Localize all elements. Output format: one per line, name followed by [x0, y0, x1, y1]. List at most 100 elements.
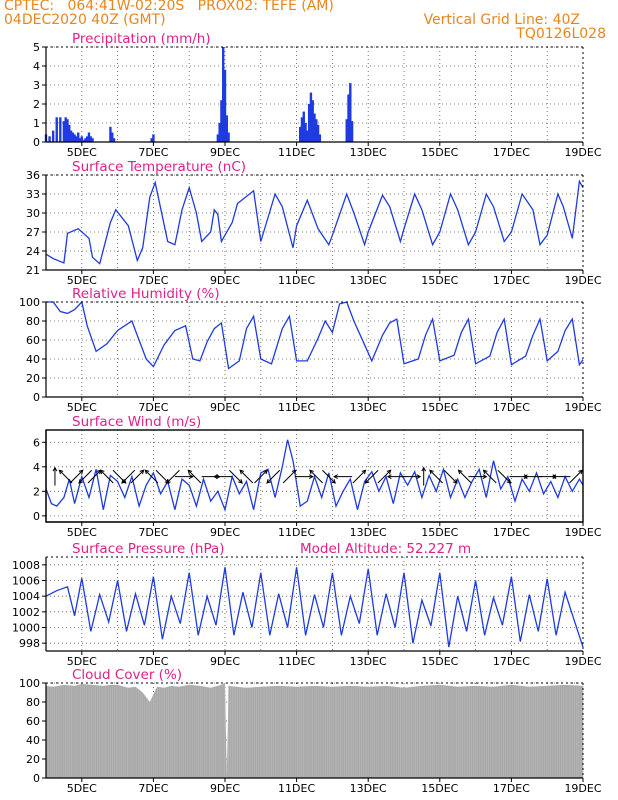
y-tick-label: 30	[26, 207, 40, 220]
x-tick-label: 9DEC	[210, 526, 240, 539]
wind-arrow-head	[239, 469, 245, 475]
precip-bar	[311, 100, 314, 142]
x-tick-label: 17DEC	[493, 526, 530, 539]
y-tick-label: 80	[26, 696, 40, 709]
precip-bar	[227, 132, 230, 142]
y-tick-label: 21	[26, 264, 40, 277]
wind-arrow-head	[457, 469, 463, 475]
precip-bar	[82, 140, 85, 142]
wind-arrow-head	[416, 474, 422, 479]
x-tick-label: 15DEC	[421, 655, 458, 668]
wind-arrow-shaft	[144, 469, 159, 484]
wind-title: Surface Wind (m/s)	[72, 414, 201, 430]
wind-arrow-head	[263, 469, 268, 475]
y-tick-label: 1004	[12, 590, 40, 603]
wind-direction-arrow	[99, 469, 114, 484]
precip-bar	[62, 121, 66, 142]
wind-arrow-shaft	[166, 469, 180, 484]
x-tick-label: 17DEC	[493, 274, 530, 287]
x-tick-label: 7DEC	[138, 655, 168, 668]
wind-direction-arrow	[213, 474, 233, 479]
precip-bar	[64, 117, 67, 142]
x-tick-label: 7DEC	[138, 526, 168, 539]
precip-bar	[73, 134, 76, 142]
wind-arrow-head	[522, 474, 528, 479]
y-tick-label: 0	[33, 391, 40, 404]
precip-bar	[109, 126, 112, 142]
wind-direction-arrow	[352, 469, 367, 484]
wind-direction-arrow	[130, 469, 145, 484]
precip-bar	[298, 126, 302, 142]
x-tick-label: 11DEC	[278, 655, 315, 668]
wind-direction-arrow	[457, 469, 472, 484]
y-tick-label: 3	[33, 79, 40, 92]
y-tick-label: 1008	[12, 559, 40, 572]
wind-arrow-shaft	[429, 469, 443, 484]
wind-direction-arrow	[282, 469, 297, 484]
precip-bar	[222, 47, 225, 142]
precip-bar	[48, 136, 51, 142]
x-tick-label: 5DEC	[67, 146, 97, 159]
wind-direction-arrow	[421, 466, 427, 486]
humidity-panel: Relative Humidity (%) 5DEC 7DEC 9DEC 11DEC 13…	[19, 286, 602, 414]
wind-arrow-head	[331, 478, 336, 484]
x-tick-label: 9DEC	[210, 274, 240, 287]
wind-direction-arrow	[294, 474, 314, 479]
precip-bar	[69, 130, 73, 142]
wind-arrow-head	[58, 469, 64, 475]
wind-arrow-shaft	[87, 469, 102, 484]
y-tick-label: 1002	[12, 606, 40, 619]
wind-arrow-head	[386, 469, 392, 475]
x-tick-label: 11DEC	[278, 274, 315, 287]
wind-arrow-shaft	[309, 469, 324, 484]
x-tick-label: 13DEC	[350, 274, 387, 287]
wind-arrow-shaft	[58, 469, 73, 484]
wind-arrow-shaft	[365, 469, 379, 484]
wind-arrow-shaft	[483, 469, 497, 484]
wind-arrow-head	[506, 478, 512, 484]
y-tick-label: 100	[19, 296, 40, 309]
wind-direction-arrow	[69, 469, 84, 484]
x-tick-label: 11DEC	[278, 782, 315, 795]
precip-bar	[316, 124, 320, 142]
model-code: TQ0126L028	[516, 26, 606, 42]
x-tick-label: 19DEC	[564, 401, 601, 414]
y-tick-label: 998	[19, 637, 40, 650]
model-altitude-label: Model Altitude: 52.227 m	[300, 541, 471, 557]
wind-direction-arrow	[309, 469, 324, 484]
wind-arrow-shaft	[239, 469, 254, 484]
pressure-series-line	[45, 567, 584, 648]
wind-series-line	[45, 439, 584, 512]
wind-direction-arrow	[497, 469, 512, 484]
wind-arrow-head	[189, 474, 194, 479]
humidity-title: Relative Humidity (%)	[72, 286, 220, 302]
wind-direction-arrow	[239, 469, 254, 484]
x-tick-label: 11DEC	[278, 146, 315, 159]
precip-bar	[152, 134, 155, 142]
precip-bar	[216, 134, 220, 142]
precip-bar	[220, 100, 223, 142]
wind-direction-arrow	[569, 469, 583, 484]
wind-direction-arrow	[443, 469, 458, 484]
y-tick-label: 5	[33, 41, 40, 54]
humidity-series-line	[46, 300, 584, 370]
x-tick-label: 7DEC	[138, 782, 168, 795]
x-tick-label: 17DEC	[493, 146, 530, 159]
y-tick-label: 2	[33, 485, 40, 498]
wind-arrow-head	[551, 474, 557, 479]
wind-arrow-head	[144, 469, 150, 475]
precip-bar	[218, 123, 221, 142]
precip-bar	[59, 117, 62, 142]
x-tick-label: 9DEC	[210, 146, 240, 159]
precip-bar	[91, 138, 94, 142]
x-tick-label: 7DEC	[138, 401, 168, 414]
wind-arrow-shaft	[282, 469, 297, 484]
precip-bar	[89, 136, 92, 142]
wind-arrow-head	[165, 478, 171, 484]
wind-arrow-head	[78, 469, 84, 475]
y-tick-label: 60	[26, 334, 40, 347]
precipitation-panel: Precipitation (mm/h) 5DEC 7DEC 9DEC 11DEC 13D…	[33, 31, 602, 159]
precip-bar	[309, 92, 313, 142]
x-tick-label: 15DEC	[421, 146, 458, 159]
